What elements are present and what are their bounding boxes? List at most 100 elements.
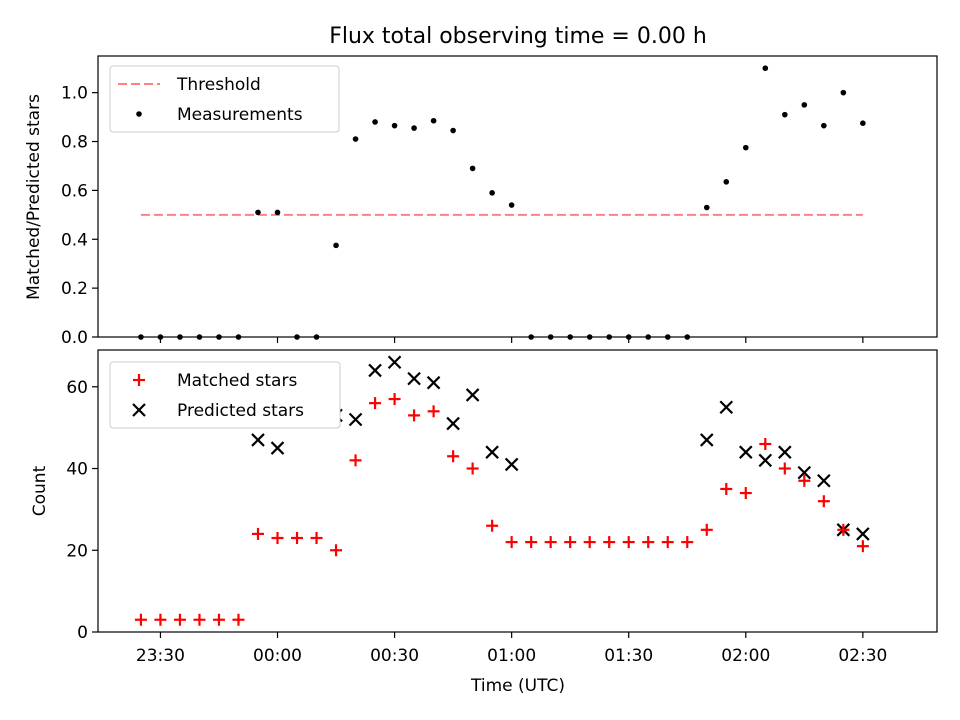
predicted-star-point bbox=[778, 445, 792, 459]
measurement-point bbox=[703, 204, 710, 211]
measurement-point bbox=[645, 334, 652, 340]
matched-star-point bbox=[837, 523, 850, 536]
matched-star-point bbox=[778, 462, 791, 475]
measurement-point bbox=[742, 144, 749, 151]
measurement-point bbox=[860, 120, 866, 126]
predicted-star-point bbox=[739, 445, 753, 459]
matched-star-point bbox=[505, 536, 518, 549]
matched-star-point bbox=[251, 527, 264, 540]
predicted-star-point bbox=[407, 371, 421, 386]
predicted-star-point bbox=[504, 457, 519, 472]
measurement-point bbox=[606, 334, 613, 340]
matched-star-point bbox=[427, 405, 440, 418]
count-y-tick-label: 0 bbox=[77, 623, 88, 643]
measurement-point bbox=[255, 209, 261, 216]
measurement-point bbox=[157, 334, 164, 340]
measurement-point bbox=[430, 117, 437, 124]
predicted-star-point bbox=[387, 355, 402, 370]
legend-measurements-swatch bbox=[136, 111, 142, 117]
matched-star-point bbox=[447, 450, 460, 463]
ratio-y-tick-label: 0.2 bbox=[61, 279, 88, 299]
ratio-panel: 0.0 0.2 0.4 0.6 0.8 1.0 Matched/Predicted sta… bbox=[24, 55, 938, 348]
measurement-point bbox=[450, 127, 456, 134]
count-y-tick-label: 60 bbox=[66, 378, 88, 398]
measurement-point bbox=[801, 102, 808, 108]
matched-star-point bbox=[564, 536, 577, 549]
predicted-star-point bbox=[758, 453, 773, 468]
predicted-star-point bbox=[251, 433, 265, 447]
measurement-point bbox=[177, 334, 183, 340]
count-x-tick-label: 00:30 bbox=[370, 646, 419, 666]
measurement-point bbox=[391, 122, 398, 129]
matched-star-point bbox=[369, 397, 382, 410]
legend-predicted-swatch bbox=[132, 403, 146, 417]
predicted-star-point bbox=[699, 433, 714, 447]
measurement-point bbox=[782, 111, 788, 118]
measurement-point bbox=[586, 334, 593, 340]
ratio-x-ticks bbox=[159, 337, 864, 343]
measurement-point bbox=[625, 334, 632, 340]
measurement-point bbox=[294, 334, 300, 340]
predicted-star-point bbox=[719, 400, 734, 414]
matched-star-point bbox=[271, 532, 284, 544]
count-y-ticks: 0 20 40 60 bbox=[66, 378, 98, 643]
measurement-point bbox=[138, 334, 144, 340]
matched-star-point bbox=[817, 495, 830, 508]
count-legend: Matched stars Predicted stars bbox=[109, 361, 341, 429]
matched-star-point bbox=[798, 474, 811, 487]
matched-star-point bbox=[291, 532, 304, 544]
count-legend-box bbox=[109, 361, 341, 429]
measurement-point bbox=[489, 190, 495, 196]
measurement-point bbox=[372, 119, 378, 125]
matched-star-point bbox=[544, 536, 557, 549]
matched-star-point bbox=[603, 536, 616, 549]
predicted-star-point bbox=[817, 474, 831, 488]
measurement-point bbox=[333, 242, 339, 249]
matched-star-point bbox=[349, 454, 362, 467]
measurement-point bbox=[274, 209, 281, 216]
legend-matched-swatch bbox=[133, 374, 145, 386]
matched-star-point bbox=[681, 536, 694, 549]
measurement-point bbox=[469, 165, 476, 172]
matched-star-point bbox=[622, 536, 635, 549]
matched-star-point bbox=[388, 393, 401, 406]
matched-star-point bbox=[466, 462, 479, 475]
matched-star-point bbox=[310, 532, 323, 544]
predicted-star-point bbox=[270, 441, 285, 455]
matched-star-point bbox=[739, 487, 752, 500]
measurement-point bbox=[567, 334, 573, 340]
legend-threshold-label: Threshold bbox=[176, 75, 261, 95]
count-panel: 0 20 40 60 23:30 00:00 00:30 01:00 01:30 02:00 02… bbox=[30, 349, 938, 696]
measurement-point bbox=[684, 334, 691, 340]
matched-star-point bbox=[134, 613, 147, 626]
count-x-tick-label: 01:00 bbox=[487, 646, 536, 666]
measurement-point bbox=[547, 334, 554, 340]
count-y-axis-label: Count bbox=[30, 465, 50, 516]
predicted-star-point bbox=[368, 363, 382, 378]
ratio-y-tick-label: 1.0 bbox=[61, 84, 88, 104]
predicted-star-point bbox=[446, 416, 460, 431]
measurement-point bbox=[508, 202, 515, 208]
measurement-points bbox=[138, 65, 866, 340]
measurement-point bbox=[723, 179, 730, 185]
matched-star-point bbox=[525, 536, 538, 549]
predicted-star-point bbox=[465, 388, 480, 402]
matched-star-point bbox=[486, 519, 499, 532]
matched-star-point bbox=[759, 438, 772, 450]
matched-star-point bbox=[700, 523, 713, 536]
count-x-ticks: 23:30 00:00 00:30 01:00 01:30 02:00 02:30 bbox=[136, 632, 887, 666]
predicted-star-point bbox=[348, 412, 363, 427]
count-x-tick-label: 02:30 bbox=[838, 646, 887, 666]
ratio-y-tick-label: 0.6 bbox=[61, 181, 88, 201]
ratio-y-tick-label: 0.4 bbox=[61, 230, 88, 250]
measurement-point bbox=[352, 136, 359, 142]
matched-star-point bbox=[642, 536, 655, 549]
ratio-y-tick-label: 0.0 bbox=[61, 328, 88, 348]
ratio-y-tick-label: 0.8 bbox=[61, 133, 88, 153]
matched-star-point bbox=[330, 544, 343, 557]
measurement-point bbox=[235, 334, 242, 340]
ratio-y-axis-label: Matched/Predicted stars bbox=[24, 94, 44, 300]
matched-star-point bbox=[720, 482, 733, 495]
chart-title: Flux total observing time = 0.00 h bbox=[329, 24, 707, 49]
